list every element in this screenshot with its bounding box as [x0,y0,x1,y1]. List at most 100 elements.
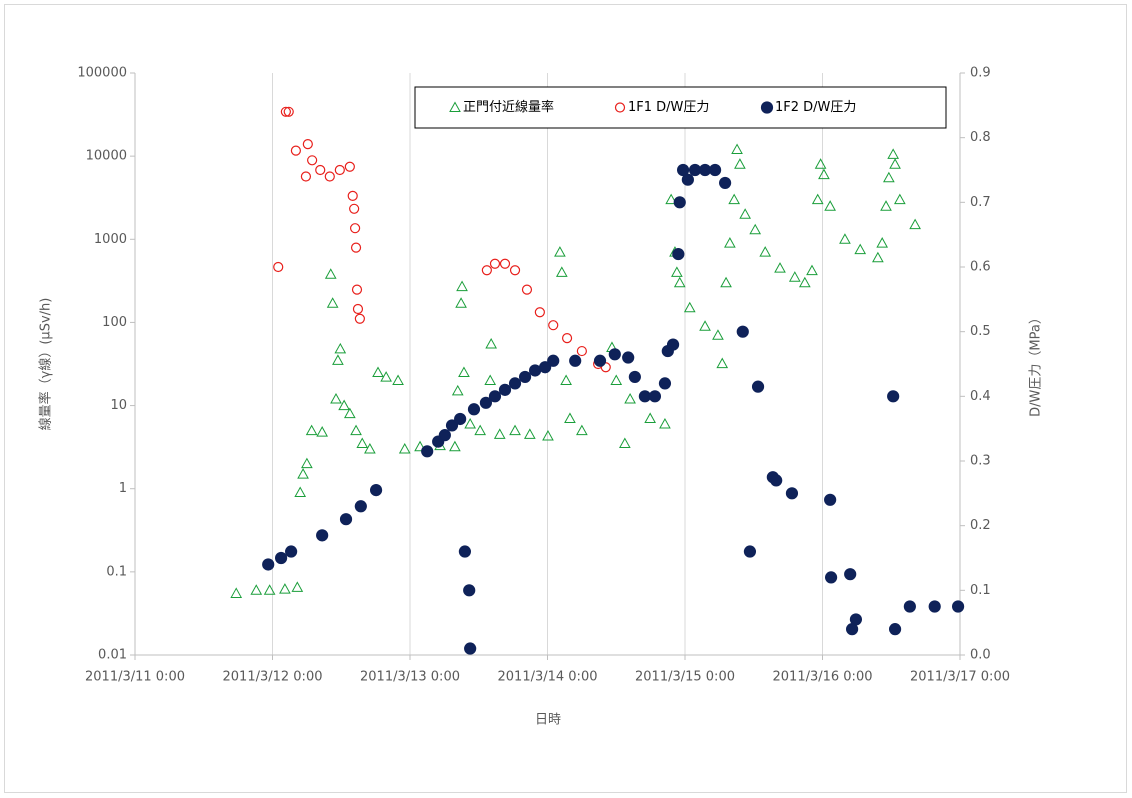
y-tick-label: 1000 [94,232,127,247]
x-tick-label: 2011/3/13 0:00 [360,670,460,685]
triangle-marker [364,443,376,454]
triangle-marker [350,424,362,436]
triangle-marker [338,399,350,411]
circle-marker [339,513,353,526]
triangle-marker [883,171,895,183]
y-tick-label: 0.1 [106,564,127,579]
triangle-marker [624,392,636,404]
triangle-marker [372,366,384,377]
legend-marker [614,102,626,113]
triangle-marker [316,426,329,437]
triangle-marker [759,246,772,257]
y2-tick-label: 0.1 [970,583,991,598]
triangle-marker [332,354,344,365]
circle-marker [300,171,312,182]
circle-marker [951,600,965,613]
circle-marker [534,307,545,318]
legend-marker [449,101,461,112]
triangle-marker [398,443,411,454]
circle-marker [467,403,481,416]
triangle-marker [854,243,867,255]
triangle-marker [731,143,743,155]
triangle-marker [887,148,900,159]
triangle-marker [720,276,732,288]
triangle-marker [814,158,827,169]
circle-marker [521,284,533,295]
triangle-marker [716,357,729,369]
circle-marker [548,320,559,331]
circle-marker [421,445,434,458]
circle-marker [770,474,783,487]
circle-marker [698,163,712,177]
circle-marker [508,377,522,390]
triangle-marker [485,337,498,349]
triangle-marker [456,280,468,292]
triangle-marker [250,584,263,595]
triangle-marker [872,251,884,263]
triangle-marker [279,583,291,594]
circle-marker [751,380,765,393]
circle-marker [719,176,732,190]
circle-marker [688,163,702,177]
triangle-marker [493,428,506,439]
circle-marker [844,568,857,581]
circle-marker [887,390,900,403]
circle-marker [903,600,916,613]
circle-marker [370,484,383,497]
y2-tick-label: 0.4 [970,389,991,404]
triangle-marker [356,437,369,448]
triangle-marker [343,407,356,419]
triangle-marker [324,268,337,279]
circle-marker [824,493,837,506]
triangle-marker [671,266,683,277]
circle-marker [354,500,367,513]
triangle-marker [230,587,243,598]
triangle-marker [554,246,566,257]
circle-marker [280,106,291,117]
circle-marker [445,419,459,432]
triangle-marker [455,297,467,308]
chart-border [4,4,1127,793]
circle-marker [672,247,685,261]
circle-marker [344,161,355,172]
circle-marker [676,163,690,177]
triangle-marker [876,237,889,248]
triangle-marker [673,276,686,288]
circle-marker [352,303,364,315]
y2-tick-label: 0.9 [970,66,991,81]
x-tick-label: 2011/3/15 0:00 [635,670,735,685]
circle-marker [302,139,313,150]
legend-label: 1F2 D/W圧力 [775,100,856,115]
circle-marker [785,487,799,500]
circle-marker [481,265,492,276]
y2-tick-label: 0.7 [970,195,991,210]
triangle-marker [291,581,304,592]
triangle-marker [451,384,464,396]
triangle-marker [560,374,572,386]
y-tick-label: 100 [102,315,127,330]
circle-marker [888,623,902,636]
triangle-marker [644,412,656,423]
triangle-marker [509,424,521,436]
triangle-marker [734,158,746,169]
triangle-marker [464,417,477,429]
circle-marker [273,261,284,273]
y2-tick-label: 0.6 [970,260,991,275]
triangle-marker [474,424,487,436]
triangle-marker [330,392,342,404]
circle-marker [681,173,694,186]
x-tick-label: 2011/3/12 0:00 [223,670,323,685]
legend-label: 1F1 D/W圧力 [628,100,709,115]
circle-marker [315,164,326,176]
triangle-marker [818,168,830,180]
circle-marker [518,370,532,384]
y2-tick-label: 0.3 [970,454,991,469]
x-tick-label: 2011/3/17 0:00 [910,670,1010,685]
circle-marker [464,642,477,655]
circle-marker [283,106,294,117]
triangle-marker [555,266,568,277]
triangle-marker [334,342,347,354]
circle-marker [454,412,467,426]
triangle-marker [294,486,307,498]
